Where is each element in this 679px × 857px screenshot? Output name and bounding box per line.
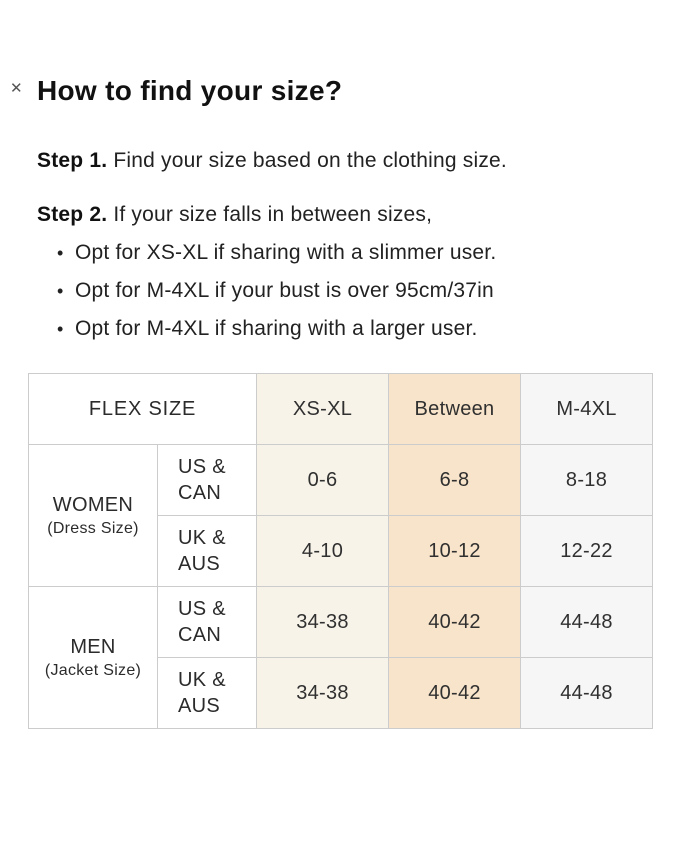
region-label: UK & AUS — [178, 669, 226, 717]
close-icon[interactable]: ✕ — [10, 80, 23, 97]
region-cell-men-uk-aus: UK & AUS — [156, 657, 258, 729]
step-2-body: If your size falls in between sizes, — [113, 203, 433, 226]
size-cell: 34-38 — [256, 657, 390, 729]
list-item: Opt for M-4XL if your bust is over 95cm/… — [57, 272, 679, 310]
region-label: UK & AUS — [178, 527, 226, 575]
table-row: MEN (Jacket Size) US & CAN 34-38 40-42 4… — [28, 586, 654, 729]
group-subtitle: (Dress Size) — [47, 519, 139, 537]
size-cell: 40-42 — [388, 586, 522, 658]
size-cell: 10-12 — [388, 515, 522, 587]
row-group-women: WOMEN (Dress Size) — [28, 444, 158, 587]
page-title: How to find your size? — [37, 75, 343, 106]
size-chart-table: FLEX SIZE XS-XL Between M-4XL WOMEN (Dre… — [27, 373, 654, 729]
size-cell: 12-22 — [520, 515, 654, 587]
region-cell-women-uk-aus: UK & AUS — [156, 515, 258, 587]
step-2-text: Step 2. If your size falls in between si… — [37, 200, 679, 230]
table-row: WOMEN (Dress Size) US & CAN 0-6 6-8 8-18 — [28, 444, 654, 587]
table-row: UK & AUS 34-38 40-42 44-48 — [29, 657, 654, 729]
step-2-options-list: Opt for XS-XL if sharing with a slimmer … — [0, 234, 679, 348]
list-item: Opt for XS-XL if sharing with a slimmer … — [57, 234, 679, 272]
region-label: US & CAN — [178, 456, 226, 504]
table-header-flex-size: FLEX SIZE — [27, 373, 258, 445]
group-subtitle: (Jacket Size) — [44, 661, 142, 679]
list-item: Opt for M-4XL if sharing with a larger u… — [57, 310, 679, 348]
step-1-label: Step 1. — [37, 149, 108, 172]
region-cell-women-us-can: US & CAN — [156, 444, 258, 516]
table-header-m-4xl: M-4XL — [520, 373, 654, 445]
size-cell: 0-6 — [256, 444, 390, 516]
size-cell: 44-48 — [520, 657, 654, 729]
size-cell: 44-48 — [520, 586, 654, 658]
step-1-text: Step 1. Find your size based on the clot… — [37, 146, 679, 176]
step-1-body: Find your size based on the clothing siz… — [113, 149, 507, 172]
group-name: MEN — [70, 635, 116, 658]
row-group-men: MEN (Jacket Size) — [28, 586, 158, 729]
size-cell: 6-8 — [388, 444, 522, 516]
size-cell: 40-42 — [388, 657, 522, 729]
table-row: UK & AUS 4-10 10-12 12-22 — [29, 515, 654, 587]
group-name: WOMEN — [52, 493, 134, 516]
table-header-row: FLEX SIZE XS-XL Between M-4XL — [27, 373, 654, 445]
size-cell: 4-10 — [256, 515, 390, 587]
step-2-label: Step 2. — [37, 203, 108, 226]
region-cell-men-us-can: US & CAN — [156, 586, 258, 658]
region-label: US & CAN — [178, 598, 226, 646]
table-header-between: Between — [388, 373, 522, 445]
size-cell: 8-18 — [520, 444, 654, 516]
table-header-xs-xl: XS-XL — [256, 373, 390, 445]
size-cell: 34-38 — [256, 586, 390, 658]
